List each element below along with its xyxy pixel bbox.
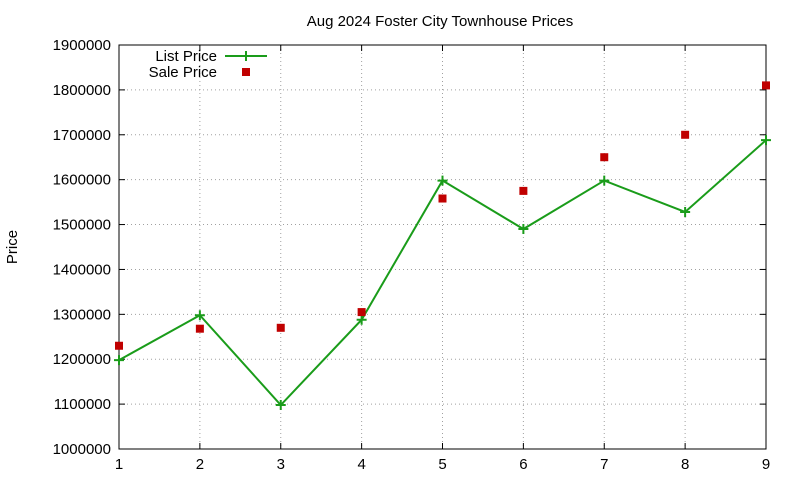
list-price-point [599, 175, 610, 186]
list-price-point [518, 224, 529, 235]
chart-title: Aug 2024 Foster City Townhouse Prices [307, 13, 574, 30]
x-tick-label: 9 [762, 456, 770, 473]
x-tick-label: 1 [115, 456, 123, 473]
legend-square-swatch [242, 68, 250, 76]
y-tick-label: 1600000 [53, 172, 111, 189]
y-axis: 1000000 1100000 1200000 1300000 1400000 15000… [53, 37, 766, 458]
x-tick-label: 5 [438, 456, 446, 473]
y-tick-label: 1100000 [54, 396, 111, 413]
sale-price-point [195, 324, 204, 333]
sale-price-point [115, 341, 123, 350]
sale-price-point [276, 323, 285, 332]
legend-item-1: Sale Price [149, 64, 250, 81]
sale-price-point [438, 194, 447, 203]
y-tick-label: 1400000 [53, 261, 111, 278]
series [114, 81, 771, 411]
legend-label: Sale Price [149, 64, 217, 81]
series-1 [115, 81, 770, 350]
y-tick-label: 1500000 [53, 217, 111, 234]
list-price-point [275, 400, 286, 411]
x-axis: 1 2 3 4 5 6 7 8 9 [115, 45, 770, 473]
sale-price-point [762, 81, 770, 90]
y-tick-label: 1200000 [53, 351, 111, 368]
list-price-point [114, 355, 124, 366]
grid [119, 45, 766, 449]
x-tick-label: 4 [357, 456, 365, 473]
y-tick-label: 1300000 [53, 306, 111, 323]
sale-price-point [681, 130, 690, 139]
y-axis-label: Price [4, 230, 21, 264]
sale-price-point [600, 153, 609, 162]
x-tick-label: 6 [519, 456, 527, 473]
y-tick-label: 1900000 [53, 37, 111, 54]
x-tick-label: 7 [600, 456, 608, 473]
list-price-point [356, 314, 367, 325]
sale-price-point [357, 308, 366, 317]
x-tick-label: 8 [681, 456, 689, 473]
list-price-point [194, 310, 205, 321]
list-price-point [761, 135, 771, 146]
legend-label: List Price [155, 48, 217, 65]
y-tick-label: 1000000 [53, 441, 111, 458]
list-price-point [437, 175, 448, 186]
sale-price-point [519, 186, 528, 195]
legend-plus-swatch [241, 51, 251, 61]
x-tick-label: 3 [277, 456, 285, 473]
x-tick-label: 2 [196, 456, 204, 473]
y-tick-label: 1800000 [53, 82, 111, 99]
series-0 [114, 135, 771, 411]
y-tick-label: 1700000 [53, 127, 111, 144]
list-price-point [680, 206, 691, 217]
legend-item-0: List Price [155, 48, 267, 65]
